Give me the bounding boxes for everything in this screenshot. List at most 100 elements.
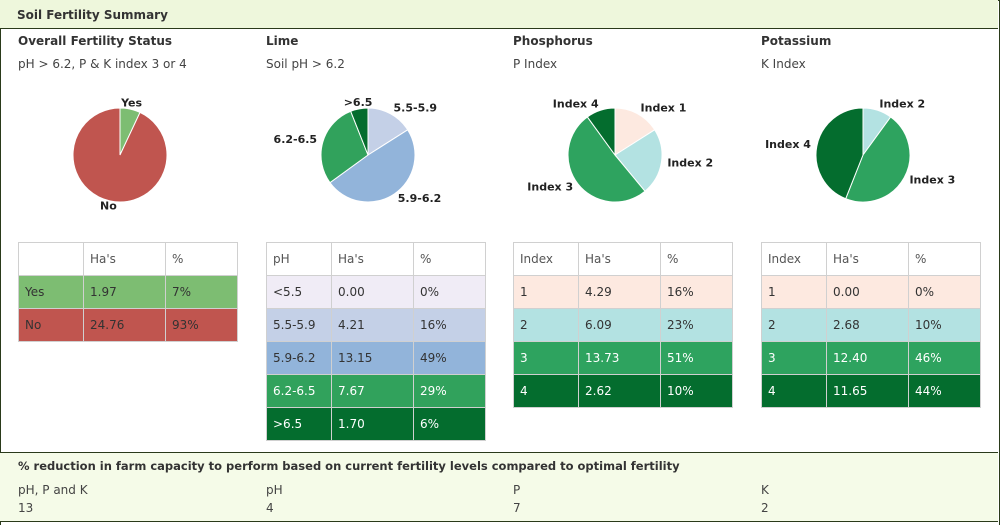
table-row: 2 2.68 10%	[761, 308, 981, 342]
hectares: 2.68	[826, 308, 909, 342]
row-label: 4	[513, 374, 579, 408]
hectares: 4.21	[331, 308, 414, 342]
pie-slice	[367, 107, 409, 156]
table-row: 1 0.00 0%	[761, 275, 981, 309]
pie-slice	[614, 129, 663, 192]
reduction-section	[0, 452, 998, 522]
header-title: Soil Fertility Summary	[17, 8, 168, 22]
row-label: No	[18, 308, 84, 342]
table-header-row: pH Ha's%	[266, 242, 486, 276]
pie-slice	[567, 116, 646, 203]
pie-slice	[72, 107, 168, 203]
table-row: 3 13.73 51%	[513, 341, 733, 375]
data-table: Ha's% Yes 1.97 7% No 24.76 93%	[18, 242, 238, 342]
table-row: >6.5 1.70 6%	[266, 407, 486, 441]
panel-subtitle: K Index	[761, 57, 806, 71]
percent: 7%	[165, 275, 238, 309]
pie-label: >6.5	[344, 96, 373, 109]
percent: 29%	[413, 374, 486, 408]
pie-label: No	[100, 200, 117, 213]
hectares: 0.00	[331, 275, 414, 309]
hectares: 1.70	[331, 407, 414, 441]
percent: 10%	[660, 374, 733, 408]
reduction-value: 2	[761, 501, 769, 515]
percent: 49%	[413, 341, 486, 375]
percent: 46%	[908, 341, 981, 375]
hectares: 6.09	[578, 308, 661, 342]
pie-slice	[614, 107, 656, 156]
reduction-value: 7	[513, 501, 521, 515]
pie-label: Yes	[120, 96, 142, 109]
pie-layer: Yes No 5.5-5.9 5.9-6.2 6.2-6.5 >6.5 Index 1 Ind…	[72, 96, 955, 213]
percent: 93%	[165, 308, 238, 342]
panel-title: Phosphorus	[513, 34, 593, 48]
panel-subtitle: Soil pH > 6.2	[266, 57, 345, 71]
pie-slice	[320, 110, 369, 184]
percent: 44%	[908, 374, 981, 408]
table-row: 4 11.65 44%	[761, 374, 981, 408]
pie-label: Index 4	[765, 138, 811, 151]
row-label: 6.2-6.5	[266, 374, 332, 408]
table-row: No 24.76 93%	[18, 308, 238, 342]
hectares: 13.73	[578, 341, 661, 375]
percent: 0%	[908, 275, 981, 309]
percent: 6%	[413, 407, 486, 441]
hectares: 7.67	[331, 374, 414, 408]
row-label: 2	[513, 308, 579, 342]
header-cell: Index	[761, 242, 827, 276]
table-row: 5.9-6.2 13.15 49%	[266, 341, 486, 375]
pie-label: 6.2-6.5	[274, 133, 318, 146]
pie-label: Index 2	[879, 98, 925, 111]
row-label: 1	[761, 275, 827, 309]
table-row: 4 2.62 10%	[513, 374, 733, 408]
hectares: 2.62	[578, 374, 661, 408]
reduction-value: 4	[266, 501, 274, 515]
data-table: Index Ha's% 1 4.29 16% 2 6.09 23% 3 13.73 51% 4 2.62…	[513, 242, 733, 408]
header-cell: %	[413, 242, 486, 276]
pie-slice	[586, 107, 616, 157]
table-row: 5.5-5.9 4.21 16%	[266, 308, 486, 342]
row-label: 4	[761, 374, 827, 408]
pie-label: Index 2	[667, 156, 713, 169]
reduction-label: pH	[266, 483, 283, 497]
table-header-row: Index Ha's%	[761, 242, 981, 276]
panel-title: Overall Fertility Status	[18, 34, 173, 48]
panel-title: Potassium	[761, 34, 832, 48]
pie-label: Index 3	[527, 180, 573, 193]
row-label: 5.5-5.9	[266, 308, 332, 342]
reduction-label: pH, P and K	[18, 483, 88, 497]
pie-slice	[845, 116, 911, 203]
panel-subtitle: P Index	[513, 57, 558, 71]
panel-title: Lime	[266, 34, 299, 48]
header-bar: Soil Fertility Summary	[0, 0, 998, 29]
hectares: 4.29	[578, 275, 661, 309]
header-cell: Ha's	[826, 242, 909, 276]
reduction-title: % reduction in farm capacity to perform …	[18, 459, 680, 473]
table-header-row: Index Ha's%	[513, 242, 733, 276]
row-label: >6.5	[266, 407, 332, 441]
hectares: 0.00	[826, 275, 909, 309]
row-label: 2	[761, 308, 827, 342]
pie-label: 5.9-6.2	[398, 192, 442, 205]
row-label: Yes	[18, 275, 84, 309]
header-cell: pH	[266, 242, 332, 276]
header-cell: %	[908, 242, 981, 276]
table-row: 1 4.29 16%	[513, 275, 733, 309]
pie-slice	[815, 107, 864, 200]
header-cell	[18, 242, 84, 276]
percent: 16%	[660, 275, 733, 309]
pie-label: Index 3	[909, 174, 955, 187]
header-cell: Index	[513, 242, 579, 276]
header-cell: Ha's	[331, 242, 414, 276]
pie-label: Index 1	[641, 102, 687, 115]
percent: 10%	[908, 308, 981, 342]
reduction-value: 13	[18, 501, 34, 515]
hectares: 12.40	[826, 341, 909, 375]
row-label: <5.5	[266, 275, 332, 309]
pie-label: 5.5-5.9	[394, 102, 438, 115]
table-row: <5.5 0.00 0%	[266, 275, 486, 309]
table-row: 2 6.09 23%	[513, 308, 733, 342]
header-cell: Ha's	[83, 242, 166, 276]
data-table: pH Ha's% <5.5 0.00 0% 5.5-5.9 4.21 16% 5.9-6.2 13…	[266, 242, 486, 441]
